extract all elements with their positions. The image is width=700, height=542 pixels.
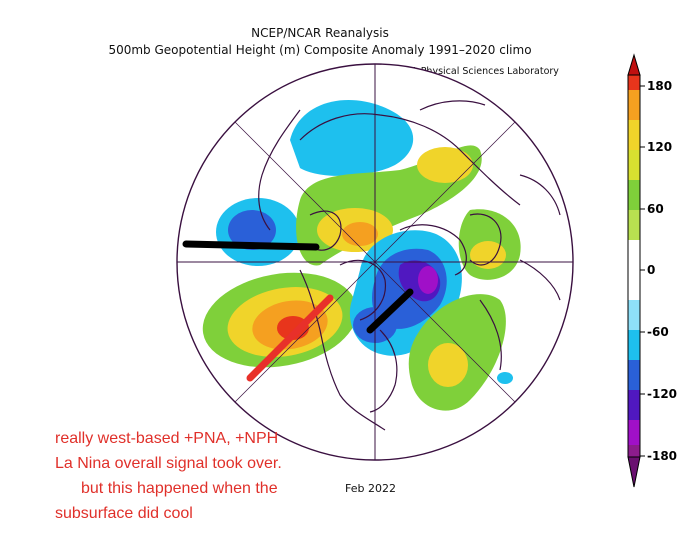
negative-anomaly-north-pacific <box>216 198 300 266</box>
colorbar: 180 120 60 0 -60 -120 -180 <box>627 53 677 488</box>
colorbar-tick-label: 60 <box>647 202 664 216</box>
globe-boundary <box>176 63 574 461</box>
annotation-line: really west-based +PNA, +NPH <box>55 430 279 447</box>
annotation-black-line-pacific <box>182 240 320 251</box>
annotation-text: really west-based +PNA, +NPH La Nina ove… <box>55 426 355 526</box>
date-label: Feb 2022 <box>345 482 396 495</box>
positive-anomaly-atlantic <box>408 294 506 411</box>
colorbar-tick-label: 180 <box>647 79 672 93</box>
anomaly-field <box>177 64 573 460</box>
colorbar-tick-label: -120 <box>647 387 677 401</box>
chart-title: NCEP/NCAR Reanalysis <box>251 26 389 40</box>
annotation-red-line-west-coast <box>246 294 334 382</box>
credit-label: NOAA Physical Sciences Laboratory <box>390 66 559 77</box>
positive-anomaly-asia <box>296 145 482 266</box>
negative-anomaly-arctic <box>290 100 414 176</box>
annotation-black-line-canada <box>366 288 414 334</box>
coastlines <box>258 100 561 431</box>
annotation-line: subsurface did cool <box>55 505 193 522</box>
colorbar-tick-label: 0 <box>647 263 655 277</box>
chart-subtitle: 500mb Geopotential Height (m) Composite … <box>108 43 532 57</box>
colorbar-tick-label: -180 <box>647 449 677 463</box>
annotation-line: but this happened when the <box>81 480 278 497</box>
colorbar-tick-label: -60 <box>647 325 669 339</box>
colorbar-tick-label: 120 <box>647 140 672 154</box>
annotation-line: La Nina overall signal took over. <box>55 455 282 472</box>
